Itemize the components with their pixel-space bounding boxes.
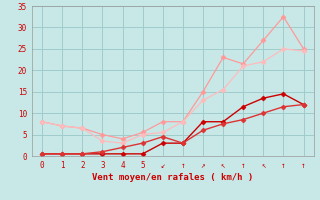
X-axis label: Vent moyen/en rafales ( km/h ): Vent moyen/en rafales ( km/h ): [92, 173, 253, 182]
